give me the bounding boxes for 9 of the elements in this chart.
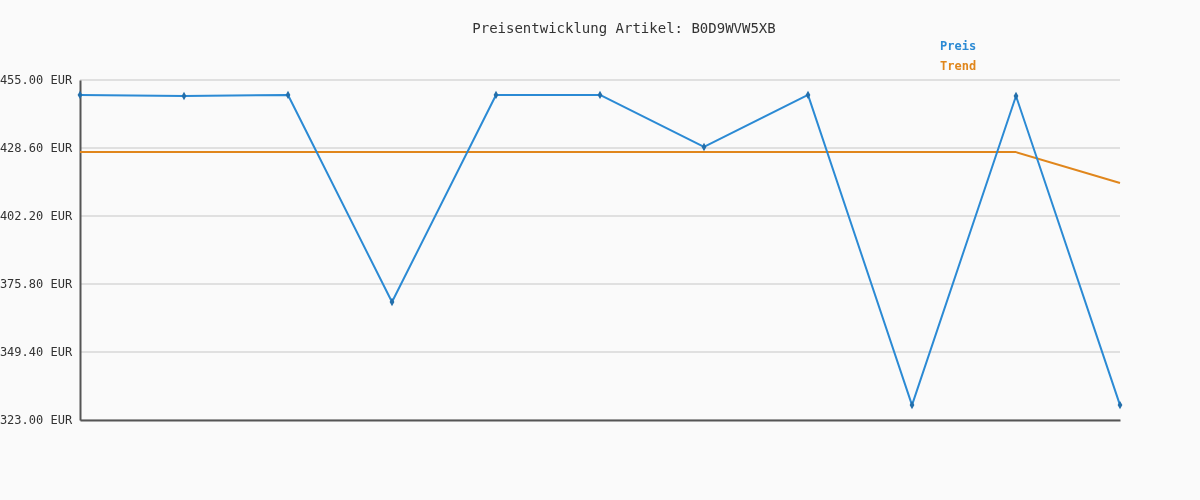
y-tick-label: 428.60 EUR [0,141,73,156]
text: Preis [940,39,977,53]
y-tick-label: 375.80 EUR [0,277,73,292]
y-tick-label: 455.00 EUR [0,73,73,88]
text: Trend [940,59,977,73]
y-tick-label: 349.40 EUR [0,345,73,360]
chart-title: Preisentwicklung Artikel: B0D9WVW5XB [472,20,776,36]
y-tick-label: 323.00 EUR [0,413,73,428]
y-tick-label: 402.20 EUR [0,209,73,224]
